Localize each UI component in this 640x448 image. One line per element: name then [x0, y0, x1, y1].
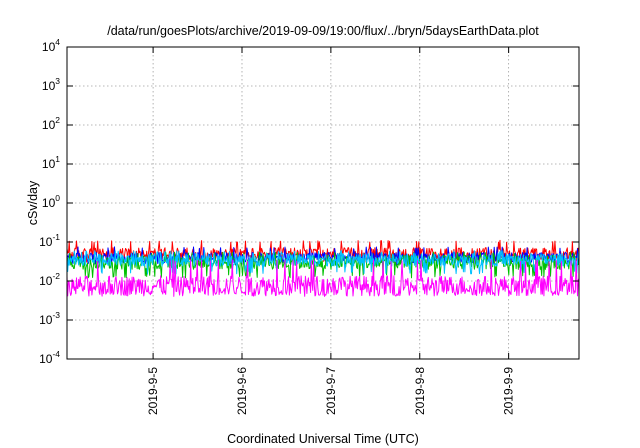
y-axis-title: cSv/day — [26, 180, 40, 225]
y-tick-label: 103 — [42, 76, 60, 93]
y-tick-label: 10-1 — [39, 232, 60, 249]
x-tick-label: 2019-9-8 — [413, 367, 427, 415]
y-tick-label: 10-4 — [39, 349, 60, 366]
y-tick-label: 104 — [42, 37, 60, 54]
x-tick-labels: 2019-9-5 2019-9-6 2019-9-7 2019-9-8 2019-9-9 — [146, 367, 516, 415]
chart-title: /data/run/goesPlots/archive/2019-09-09/1… — [107, 24, 539, 38]
series-line-4 — [66, 250, 580, 275]
y-tick-label: 101 — [42, 154, 60, 171]
x-tick-label: 2019-9-5 — [146, 367, 160, 415]
grid-layer — [67, 47, 579, 359]
x-tick-label: 2019-9-7 — [324, 367, 338, 415]
tick-layer — [67, 46, 579, 360]
series-line-5 — [66, 259, 579, 297]
y-tick-label: 102 — [42, 115, 60, 132]
y-tick-label: 10-2 — [39, 271, 60, 288]
series-layer — [66, 239, 580, 297]
x-tick-label: 2019-9-6 — [235, 367, 249, 415]
x-tick-label: 2019-9-9 — [502, 367, 516, 415]
y-tick-label: 100 — [42, 193, 60, 210]
y-tick-label: 10-3 — [39, 310, 60, 327]
x-axis-title: Coordinated Universal Time (UTC) — [227, 432, 419, 446]
y-tick-labels: 10-4 10-3 10-2 10-1 100 101 102 103 104 — [39, 37, 60, 366]
